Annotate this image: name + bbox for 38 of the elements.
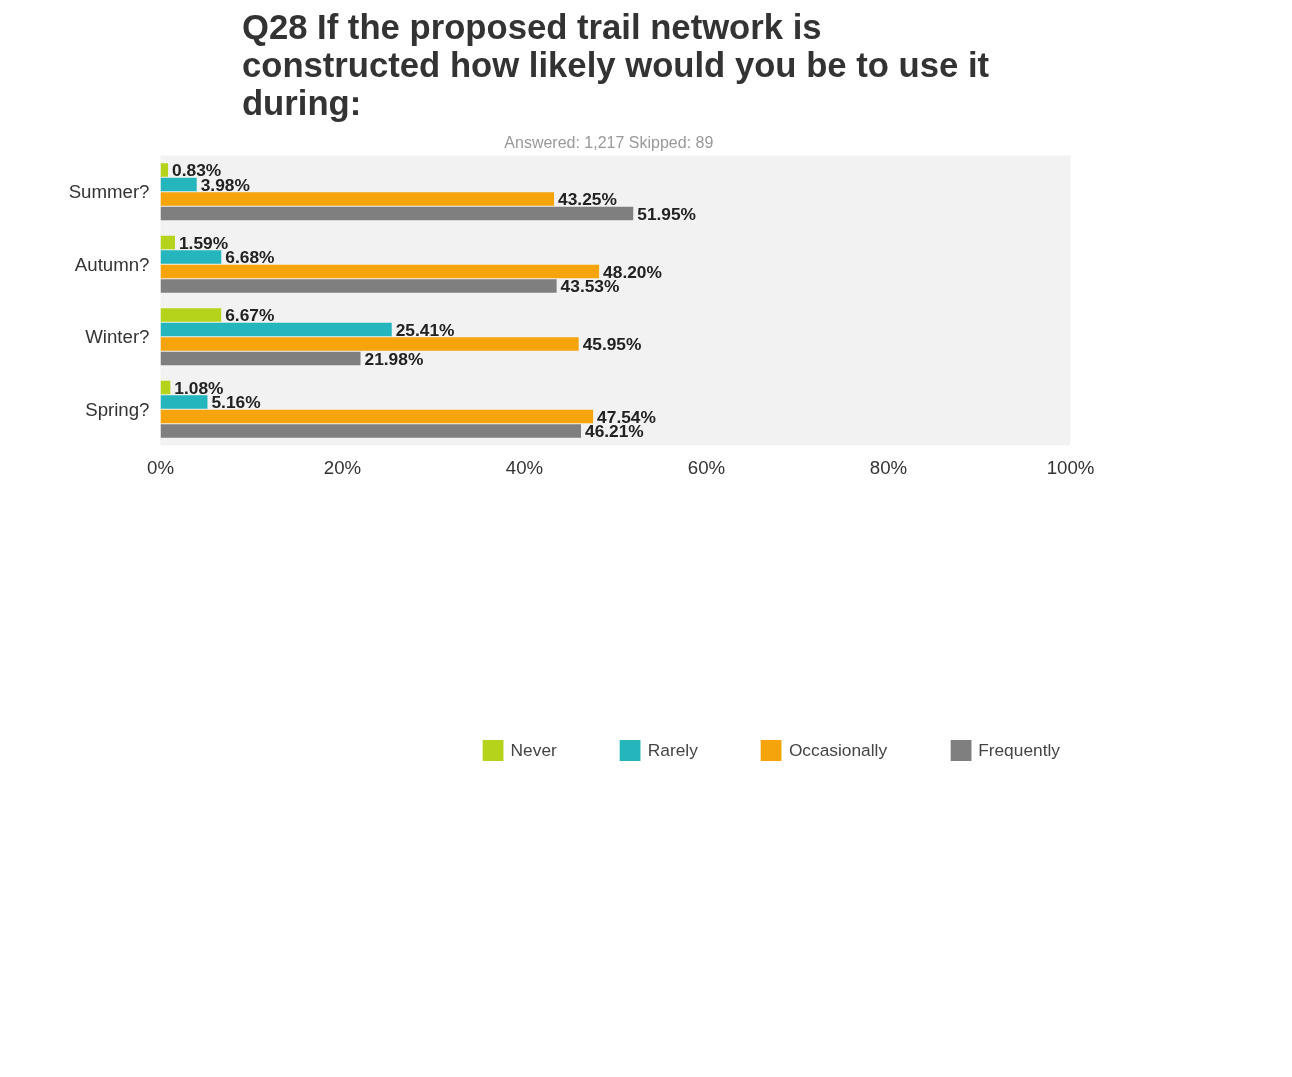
chart-subtitle: Answered: 1,217 Skipped: 89: [504, 133, 714, 151]
data-label: 21.98%: [364, 348, 424, 369]
x-tick-label: 60%: [687, 456, 726, 478]
y-tick-label: Spring?: [85, 398, 150, 420]
bar: [160, 337, 579, 351]
x-tick-label: 20%: [323, 456, 362, 478]
data-label: 25.41%: [395, 319, 455, 340]
bar: [160, 206, 634, 221]
bar: [160, 279, 557, 293]
x-tick-label: 40%: [505, 456, 544, 478]
legend-label: Never: [510, 739, 557, 761]
y-tick-label: Winter?: [85, 326, 150, 348]
legend-label: Frequently: [978, 739, 1060, 761]
bar: [160, 395, 208, 409]
bar: [160, 250, 222, 264]
bar: [160, 192, 555, 206]
data-label: 0.83%: [172, 160, 222, 180]
bar: [160, 351, 361, 366]
data-label: 43.25%: [558, 189, 617, 209]
bar: [160, 409, 594, 424]
bar: [160, 264, 600, 279]
legend-label: Rarely: [647, 739, 698, 761]
bar: [160, 177, 197, 192]
chart-title: Q28 If the proposed trail network is constructed how likely would you be to use it during:: [241, 7, 990, 122]
bar: [160, 322, 392, 337]
y-tick-label: Summer?: [68, 181, 150, 203]
bar: [160, 163, 169, 177]
data-label: 6.67%: [225, 305, 275, 325]
x-tick-label: 80%: [869, 456, 908, 478]
data-label: 45.95%: [582, 334, 642, 354]
bar: [160, 424, 582, 438]
y-tick-label: Autumn?: [74, 253, 150, 275]
bar: [160, 235, 175, 250]
x-tick-label: 0%: [147, 456, 174, 478]
legend-label: Occasionally: [788, 739, 888, 761]
data-label: 51.95%: [637, 203, 697, 224]
bar: [160, 308, 222, 322]
x-tick-label: 100%: [1046, 456, 1095, 478]
